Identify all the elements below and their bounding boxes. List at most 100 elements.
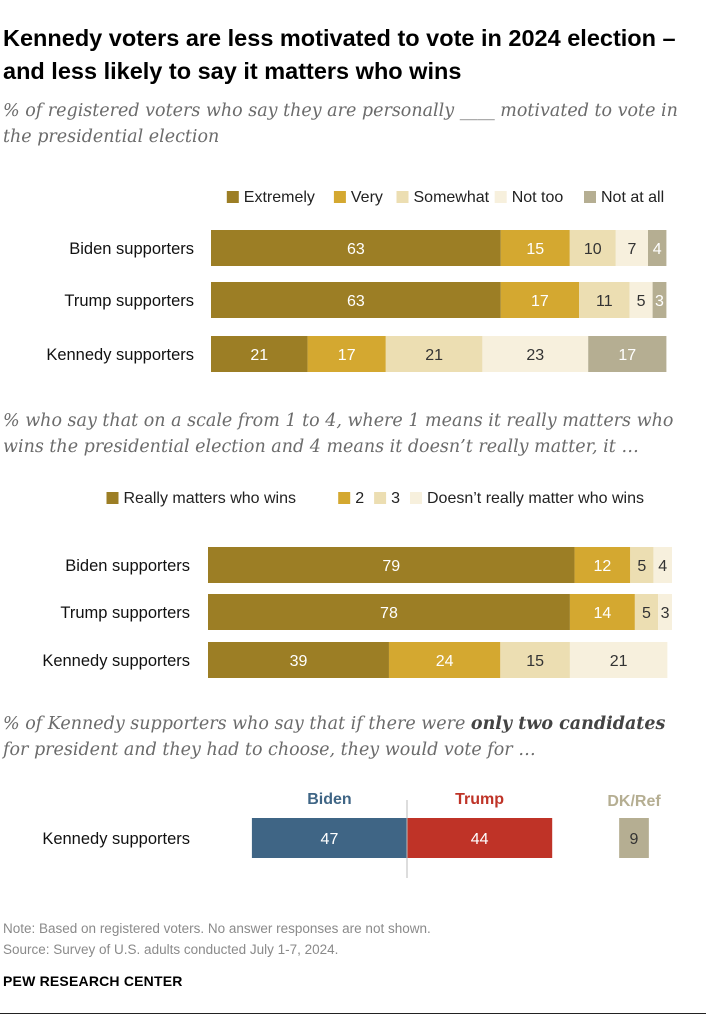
- matters-legend-swatch-really-matters-who-wins: [106, 492, 119, 504]
- source-text: Source: Survey of U.S. adults conducted …: [3, 942, 339, 957]
- matters-bar-kennedy-supporters-really-matters-who-wins: [208, 642, 389, 678]
- chart3-subtitle-bold: only two candidates: [470, 714, 666, 734]
- chart2-subtitle: % who say that on a scale from 1 to 4, w…: [3, 411, 674, 457]
- matters-value-biden-supporters-doesn-t-really-matter-who-wins: 4: [658, 558, 667, 575]
- motivation-row-label-trump-supporters: Trump supporters: [64, 292, 194, 310]
- motivation-value-biden-supporters-not-at-all: 4: [653, 241, 662, 258]
- two-way-value-biden: 47: [321, 831, 339, 848]
- matters-row-label-trump-supporters: Trump supporters: [60, 604, 190, 622]
- motivation-value-biden-supporters-very: 15: [526, 241, 544, 258]
- matters-who-wins-chart: Doesn’t really matter who wins 3 2 Really m…: [42, 490, 672, 678]
- matters-bar-trump-supporters-2: [569, 594, 635, 630]
- motivation-value-kennedy-supporters-extremely: 21: [250, 347, 268, 364]
- matters-value-biden-supporters-2: 12: [594, 558, 612, 575]
- two-way-bar-dk-ref: [619, 818, 649, 858]
- notes: Note: Based on registered voters. No ans…: [3, 918, 431, 960]
- motivation-row-label-biden-supporters: Biden supporters: [69, 240, 194, 258]
- matters-legend-swatch-doesn-t-really-matter-who-wins: [410, 492, 422, 504]
- motivation-value-trump-supporters-not-at-all: 3: [655, 293, 664, 310]
- motivation-legend-label-very: Very: [351, 189, 383, 206]
- matters-value-trump-supporters-2: 14: [594, 605, 612, 622]
- motivation-legend-swatch-extremely: [226, 191, 239, 203]
- motivation-bar-biden-supporters-somewhat: [569, 230, 616, 266]
- two-way-value-trump: 44: [471, 831, 489, 848]
- motivation-bar-trump-supporters-very: [500, 282, 579, 318]
- motivation-value-biden-supporters-not-too: 7: [627, 241, 636, 258]
- motivation-bar-trump-supporters-extremely: [211, 282, 501, 318]
- matters-bar-biden-supporters-3: [630, 547, 654, 583]
- matters-row-label-biden-supporters: Biden supporters: [65, 557, 190, 575]
- matters-bar-biden-supporters-2: [574, 547, 631, 583]
- two-candidate-chart: Kennedy supporters 47 Biden 44 Trump 9 DK/Ref: [42, 791, 661, 878]
- motivation-bar-trump-supporters-not-too: [629, 282, 653, 318]
- motivation-legend-label-extremely: Extremely: [244, 189, 315, 206]
- two-way-bar-trump: [407, 818, 553, 858]
- matters-bar-kennedy-supporters-3: [500, 642, 570, 678]
- matters-value-kennedy-supporters-doesn-t-really-matter-who-wins: 21: [610, 653, 628, 670]
- matters-value-kennedy-supporters-3: 15: [526, 653, 544, 670]
- matters-value-kennedy-supporters-2: 24: [436, 653, 454, 670]
- matters-value-trump-supporters-really-matters-who-wins: 78: [380, 605, 398, 622]
- motivation-value-kennedy-supporters-somewhat: 21: [425, 347, 443, 364]
- matters-value-trump-supporters-doesn-t-really-matter-who-wins: 3: [661, 605, 670, 622]
- motivation-bar-kennedy-supporters-extremely: [211, 336, 308, 372]
- matters-bar-trump-supporters-really-matters-who-wins: [208, 594, 570, 630]
- matters-legend-label-2: 2: [355, 490, 364, 507]
- matters-bar-kennedy-supporters-2: [388, 642, 501, 678]
- motivation-bar-kennedy-supporters-not-at-all: [588, 336, 667, 372]
- motivation-chart: Not at all Not too Somewhat Very Extremely Bi…: [46, 189, 667, 372]
- matters-legend-label-really-matters-who-wins: Really matters who wins: [124, 490, 297, 507]
- matters-bar-biden-supporters-really-matters-who-wins: [208, 547, 575, 583]
- footer-rule: [0, 1013, 706, 1014]
- motivation-bar-kennedy-supporters-somewhat: [385, 336, 483, 372]
- motivation-value-kennedy-supporters-very: 17: [338, 347, 356, 364]
- chart3-subtitle-pre: % of Kennedy supporters who say that if …: [3, 714, 471, 734]
- motivation-bar-biden-supporters-very: [500, 230, 570, 266]
- chart-title: Kennedy voters are less motivated to vot…: [3, 25, 676, 84]
- motivation-value-kennedy-supporters-not-at-all: 17: [618, 347, 636, 364]
- motivation-value-trump-supporters-not-too: 5: [637, 293, 646, 310]
- chart3-subtitle-post: for president and they had to choose, th…: [3, 740, 536, 760]
- two-way-value-dk-ref: 9: [630, 831, 639, 848]
- two-way-header-trump: Trump: [455, 791, 504, 808]
- motivation-legend-label-somewhat: Somewhat: [414, 189, 490, 206]
- two-way-bar-biden: [251, 818, 407, 858]
- motivation-bar-biden-supporters-not-at-all: [648, 230, 667, 266]
- motivation-value-biden-supporters-somewhat: 10: [584, 241, 602, 258]
- matters-value-biden-supporters-3: 5: [637, 558, 646, 575]
- motivation-bar-kennedy-supporters-not-too: [482, 336, 589, 372]
- matters-value-trump-supporters-3: 5: [642, 605, 651, 622]
- motivation-value-trump-supporters-extremely: 63: [347, 293, 365, 310]
- motivation-value-kennedy-supporters-not-too: 23: [526, 347, 544, 364]
- motivation-bar-kennedy-supporters-very: [307, 336, 386, 372]
- motivation-legend-swatch-not-at-all: [584, 191, 596, 203]
- org-name: PEW RESEARCH CENTER: [3, 973, 183, 989]
- note-text: Note: Based on registered voters. No ans…: [3, 921, 431, 936]
- motivation-legend-swatch-not-too: [494, 191, 507, 203]
- motivation-bar-trump-supporters-not-at-all: [652, 282, 667, 318]
- matters-legend-swatch-2: [338, 492, 351, 504]
- motivation-legend-swatch-very: [333, 191, 346, 203]
- matters-row-label-kennedy-supporters: Kennedy supporters: [42, 652, 190, 670]
- motivation-legend-label-not-too: Not too: [512, 189, 564, 206]
- motivation-bar-biden-supporters-not-too: [615, 230, 648, 266]
- motivation-bar-biden-supporters-extremely: [211, 230, 501, 266]
- motivation-value-trump-supporters-very: 17: [531, 293, 549, 310]
- motivation-value-biden-supporters-extremely: 63: [347, 241, 365, 258]
- two-way-row-label: Kennedy supporters: [42, 830, 190, 848]
- chart3-subtitle: % of Kennedy supporters who say that if …: [3, 711, 693, 763]
- matters-bar-biden-supporters-doesn-t-really-matter-who-wins: [653, 547, 672, 583]
- matters-value-kennedy-supporters-really-matters-who-wins: 39: [290, 653, 308, 670]
- matters-legend-label-doesn-t-really-matter-who-wins: Doesn’t really matter who wins: [427, 490, 644, 507]
- motivation-legend-swatch-somewhat: [396, 191, 409, 203]
- matters-bar-trump-supporters-3: [634, 594, 659, 630]
- matters-value-biden-supporters-really-matters-who-wins: 79: [382, 558, 400, 575]
- motivation-bar-trump-supporters-somewhat: [579, 282, 630, 318]
- matters-bar-kennedy-supporters-doesn-t-really-matter-who-wins: [569, 642, 668, 678]
- motivation-legend-label-not-at-all: Not at all: [601, 189, 664, 206]
- motivation-row-label-kennedy-supporters: Kennedy supporters: [46, 346, 194, 364]
- two-way-header-biden: Biden: [307, 791, 351, 808]
- motivation-value-trump-supporters-somewhat: 11: [596, 293, 613, 310]
- matters-legend-swatch-3: [374, 492, 387, 504]
- matters-legend-label-3: 3: [391, 490, 400, 507]
